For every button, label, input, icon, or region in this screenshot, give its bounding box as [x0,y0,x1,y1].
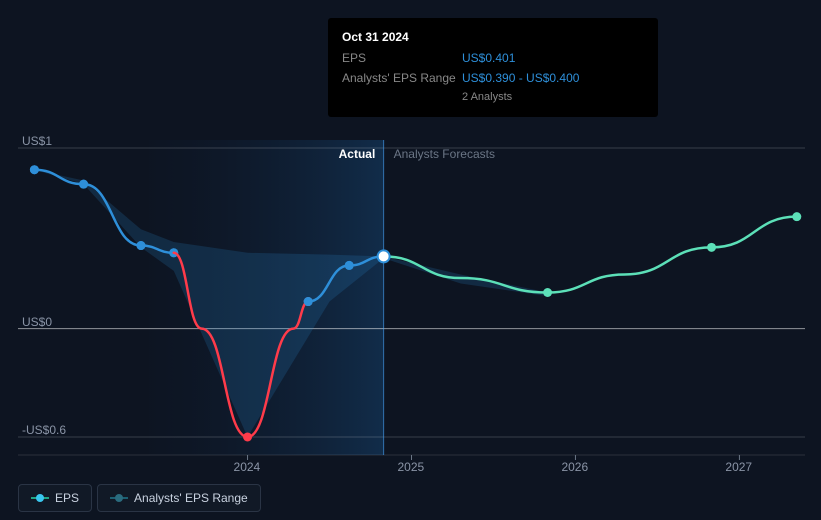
eps-chart: US$1US$0-US$0.6 2024202520262027 Actual … [0,0,821,520]
region-label-forecast: Analysts Forecasts [394,147,495,161]
legend-marker-range-icon [110,494,128,502]
tooltip-row-label: EPS [342,48,462,68]
tooltip-row-sub: 2 Analysts [462,91,512,103]
x-axis-label: 2027 [725,460,752,474]
y-axis-label: US$0 [22,315,52,329]
x-axis-label: 2026 [561,460,588,474]
tooltip-table: EPS US$0.401 Analysts' EPS Range US$0.39… [342,48,644,107]
tooltip-date: Oct 31 2024 [342,28,644,46]
chart-tooltip: Oct 31 2024 EPS US$0.401 Analysts' EPS R… [328,18,658,117]
region-label-actual: Actual [339,147,376,161]
x-axis-label: 2025 [398,460,425,474]
legend-label: EPS [55,491,79,505]
tooltip-row-value: US$0.401 [462,48,644,68]
tooltip-row-value: US$0.390 - US$0.400 [462,71,579,85]
y-axis-label: US$1 [22,134,52,148]
y-axis-label: -US$0.6 [22,423,66,437]
legend-item-eps[interactable]: EPS [18,484,92,512]
legend-item-range[interactable]: Analysts' EPS Range [97,484,261,512]
legend-marker-eps-icon [31,494,49,502]
tooltip-row-label: Analysts' EPS Range [342,68,462,107]
x-axis-label: 2024 [234,460,261,474]
legend-label: Analysts' EPS Range [134,491,248,505]
chart-legend: EPS Analysts' EPS Range [18,484,261,512]
